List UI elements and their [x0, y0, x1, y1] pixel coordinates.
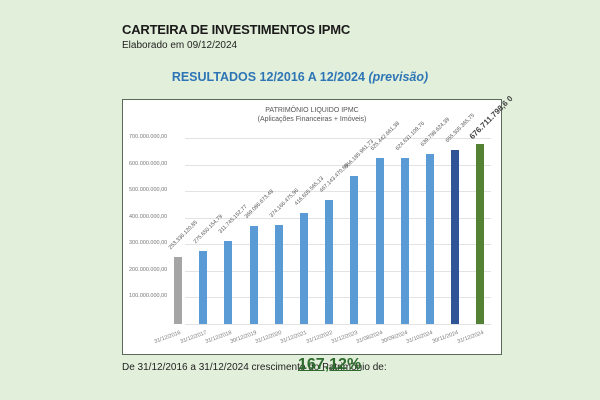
bar — [274, 224, 283, 324]
x-tick-label: 31/12/2016 — [154, 330, 183, 346]
x-tick-label: 31/12/2018 — [204, 330, 233, 346]
results-forecast-note: (previsão) — [368, 70, 429, 84]
report-title: CARTEIRA DE INVESTIMENTOS IPMC — [122, 22, 351, 37]
y-tick-label: - — [129, 320, 179, 326]
x-tick-label: 31/12/2017 — [179, 330, 208, 346]
results-main: RESULTADOS 12/2016 A 12/2024 — [171, 70, 369, 84]
bar — [325, 199, 334, 324]
bar — [174, 256, 182, 324]
gridline — [185, 164, 491, 166]
gridline — [185, 217, 491, 219]
chart-title: PATRIMÔNIO LIQUIDO IPMC — [265, 107, 359, 114]
gridline — [185, 297, 491, 299]
gridline — [185, 244, 491, 246]
x-tick-label: 30/12/2019 — [229, 330, 258, 346]
y-tick-label: 600.000.000,00 — [129, 160, 168, 167]
x-tick-label: 31/08/2024 — [355, 330, 384, 346]
x-tick-label: 31/10/2024 — [406, 330, 435, 346]
bar — [375, 157, 384, 324]
bar-value-label: 253.336.120,85 — [167, 219, 200, 251]
bar — [300, 213, 308, 324]
results-heading: RESULTADOS 12/2016 A 12/2024 (previsão) — [0, 70, 600, 84]
y-tick-label: 500.000.000,00 — [129, 187, 168, 194]
bar-value-label: 311.745.152,77 — [218, 204, 250, 236]
x-tick-label: 31/12/2021 — [280, 330, 309, 346]
growth-description: De 31/12/2016 a 31/12/2024 crescimento d… — [122, 362, 387, 373]
bar — [476, 144, 485, 324]
y-tick-label: 700.000.000,00 — [129, 134, 168, 140]
y-tick-label: 300.000.000,00 — [129, 240, 168, 247]
patrimonio-chart: PATRIMÔNIO LIQUIDO IPMC (Aplicações Fina… — [122, 94, 515, 355]
bar — [400, 158, 409, 324]
x-tick-label: 31/12/2022 — [305, 330, 334, 346]
x-tick-label: 30/09/2024 — [380, 330, 409, 346]
bar — [426, 153, 434, 324]
x-tick-label: 31/12/2020 — [254, 330, 283, 346]
chart-subtitle: (Aplicações Financeiras + Imóveis) — [257, 116, 367, 123]
gridline — [185, 138, 491, 139]
gridline — [185, 191, 491, 193]
chart-title-block: PATRIMÔNIO LIQUIDO IPMC (Aplicações Fina… — [123, 106, 501, 124]
bar — [199, 250, 208, 324]
gridline — [185, 270, 491, 272]
growth-percentage: 167,12% — [298, 356, 362, 373]
y-tick-label: 200.000.000,00 — [129, 266, 168, 273]
x-tick-label: 31/12/2023 — [330, 330, 359, 346]
bar — [451, 149, 460, 324]
x-tick-label: 30/11/2024 — [431, 330, 460, 345]
report-date: Elaborado em 09/12/2024 — [122, 40, 238, 51]
bar — [224, 241, 233, 324]
bar — [350, 176, 359, 324]
bar — [249, 225, 258, 324]
gridline — [185, 324, 491, 325]
y-tick-label: 400.000.000,00 — [129, 213, 168, 220]
x-tick-label: 31/12/2024 — [456, 330, 485, 346]
y-tick-label: 100.000.000,00 — [129, 293, 168, 300]
